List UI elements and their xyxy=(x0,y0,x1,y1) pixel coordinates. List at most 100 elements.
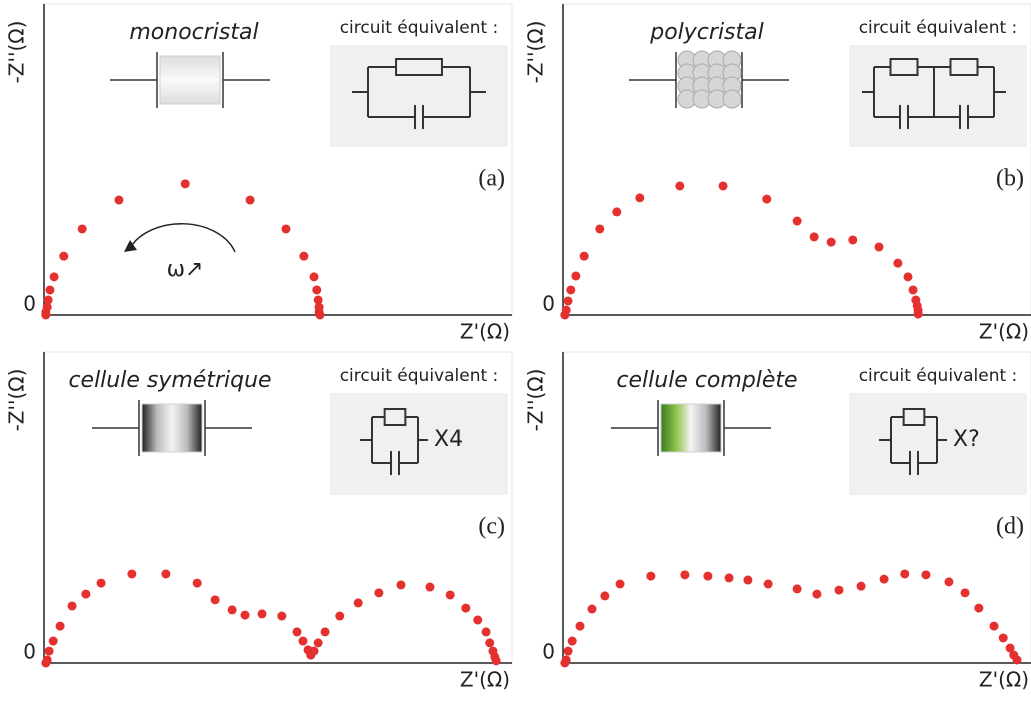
data-point xyxy=(313,638,323,648)
data-point xyxy=(600,591,610,601)
annotation: ω↗ xyxy=(167,257,204,282)
y-tick-label: 0 xyxy=(23,640,36,664)
panel-title: cellule symétrique xyxy=(68,368,271,393)
data-point xyxy=(192,578,202,588)
data-point xyxy=(42,302,52,312)
data-point xyxy=(44,646,54,656)
data-point xyxy=(210,595,220,605)
data-point xyxy=(893,258,903,268)
data-point xyxy=(913,309,923,319)
circuit-label: circuit équivalent : xyxy=(340,18,499,38)
data-point xyxy=(908,285,918,295)
data-point xyxy=(989,621,999,631)
data-point xyxy=(292,627,302,637)
data-point xyxy=(245,195,255,205)
data-point xyxy=(320,627,330,637)
panel-label: (a) xyxy=(478,166,505,192)
data-point xyxy=(374,588,384,598)
data-point xyxy=(826,237,836,247)
data-point xyxy=(680,570,690,580)
data-point xyxy=(635,193,645,203)
panel-title: cellule complète xyxy=(616,368,797,393)
sample xyxy=(660,403,722,453)
x-axis-label: Z'(Ω) xyxy=(979,320,1029,344)
data-point xyxy=(48,636,58,646)
data-point xyxy=(563,296,573,306)
data-point xyxy=(473,615,483,625)
multiplier: X? xyxy=(953,427,980,452)
data-point xyxy=(81,589,91,599)
data-point xyxy=(425,582,435,592)
data-point xyxy=(227,605,237,615)
sample xyxy=(159,55,221,105)
data-point xyxy=(96,578,106,588)
data-point xyxy=(960,588,970,598)
y-tick-label: 0 xyxy=(542,640,555,664)
data-point xyxy=(792,584,802,594)
resistor xyxy=(383,408,407,426)
resistor xyxy=(889,58,919,76)
y-axis-label: -Z''(Ω) xyxy=(524,21,548,84)
data-point xyxy=(1005,643,1015,653)
data-point xyxy=(703,571,713,581)
data-point xyxy=(313,295,323,305)
data-point xyxy=(812,589,822,599)
data-point xyxy=(646,571,656,581)
y-tick-label: 0 xyxy=(23,292,36,316)
data-point xyxy=(445,590,455,600)
data-point xyxy=(277,611,287,621)
panel-label: (b) xyxy=(996,166,1024,192)
data-point xyxy=(792,216,802,226)
data-point xyxy=(55,621,65,631)
circuit-label: circuit équivalent : xyxy=(859,366,1018,386)
data-point xyxy=(612,207,622,217)
data-point xyxy=(563,646,573,656)
data-point xyxy=(879,574,889,584)
arrow-head xyxy=(124,240,137,252)
x-axis-label: Z'(Ω) xyxy=(979,668,1029,692)
data-point xyxy=(309,272,319,282)
data-point xyxy=(856,581,866,591)
data-point xyxy=(315,310,325,320)
resistor xyxy=(902,408,926,426)
data-point xyxy=(848,235,858,245)
data-point xyxy=(257,609,267,619)
data-point xyxy=(67,601,77,611)
data-point xyxy=(743,575,753,585)
multiplier: X4 xyxy=(434,427,463,452)
grain xyxy=(722,89,742,109)
data-point xyxy=(127,569,137,579)
y-axis-label: -Z''(Ω) xyxy=(524,369,548,432)
data-point xyxy=(485,638,495,648)
data-point xyxy=(675,181,685,191)
data-point xyxy=(396,580,406,590)
data-point xyxy=(809,232,819,242)
y-axis-label: -Z''(Ω) xyxy=(5,21,29,84)
data-point xyxy=(571,271,581,281)
panel-title: monocristal xyxy=(129,20,258,45)
rotation-arrow xyxy=(129,223,236,253)
circuit-box xyxy=(330,45,508,147)
data-point xyxy=(481,627,491,637)
data-point xyxy=(615,579,625,589)
data-point xyxy=(45,285,55,295)
data-point xyxy=(561,655,571,665)
data-point xyxy=(903,272,913,282)
panel-title: polycristal xyxy=(649,20,764,45)
data-point xyxy=(335,611,345,621)
data-point xyxy=(298,636,308,646)
sample xyxy=(141,403,203,453)
data-point xyxy=(309,646,319,656)
circuit-label: circuit équivalent : xyxy=(859,18,1018,38)
resistor xyxy=(395,58,443,76)
y-tick-label: 0 xyxy=(542,292,555,316)
data-point xyxy=(281,224,291,234)
data-point xyxy=(762,194,772,204)
data-point xyxy=(180,179,190,189)
x-axis-label: Z'(Ω) xyxy=(460,320,510,344)
data-point xyxy=(874,242,884,252)
data-point xyxy=(77,224,87,234)
data-point xyxy=(1012,655,1022,665)
data-point xyxy=(724,573,734,583)
